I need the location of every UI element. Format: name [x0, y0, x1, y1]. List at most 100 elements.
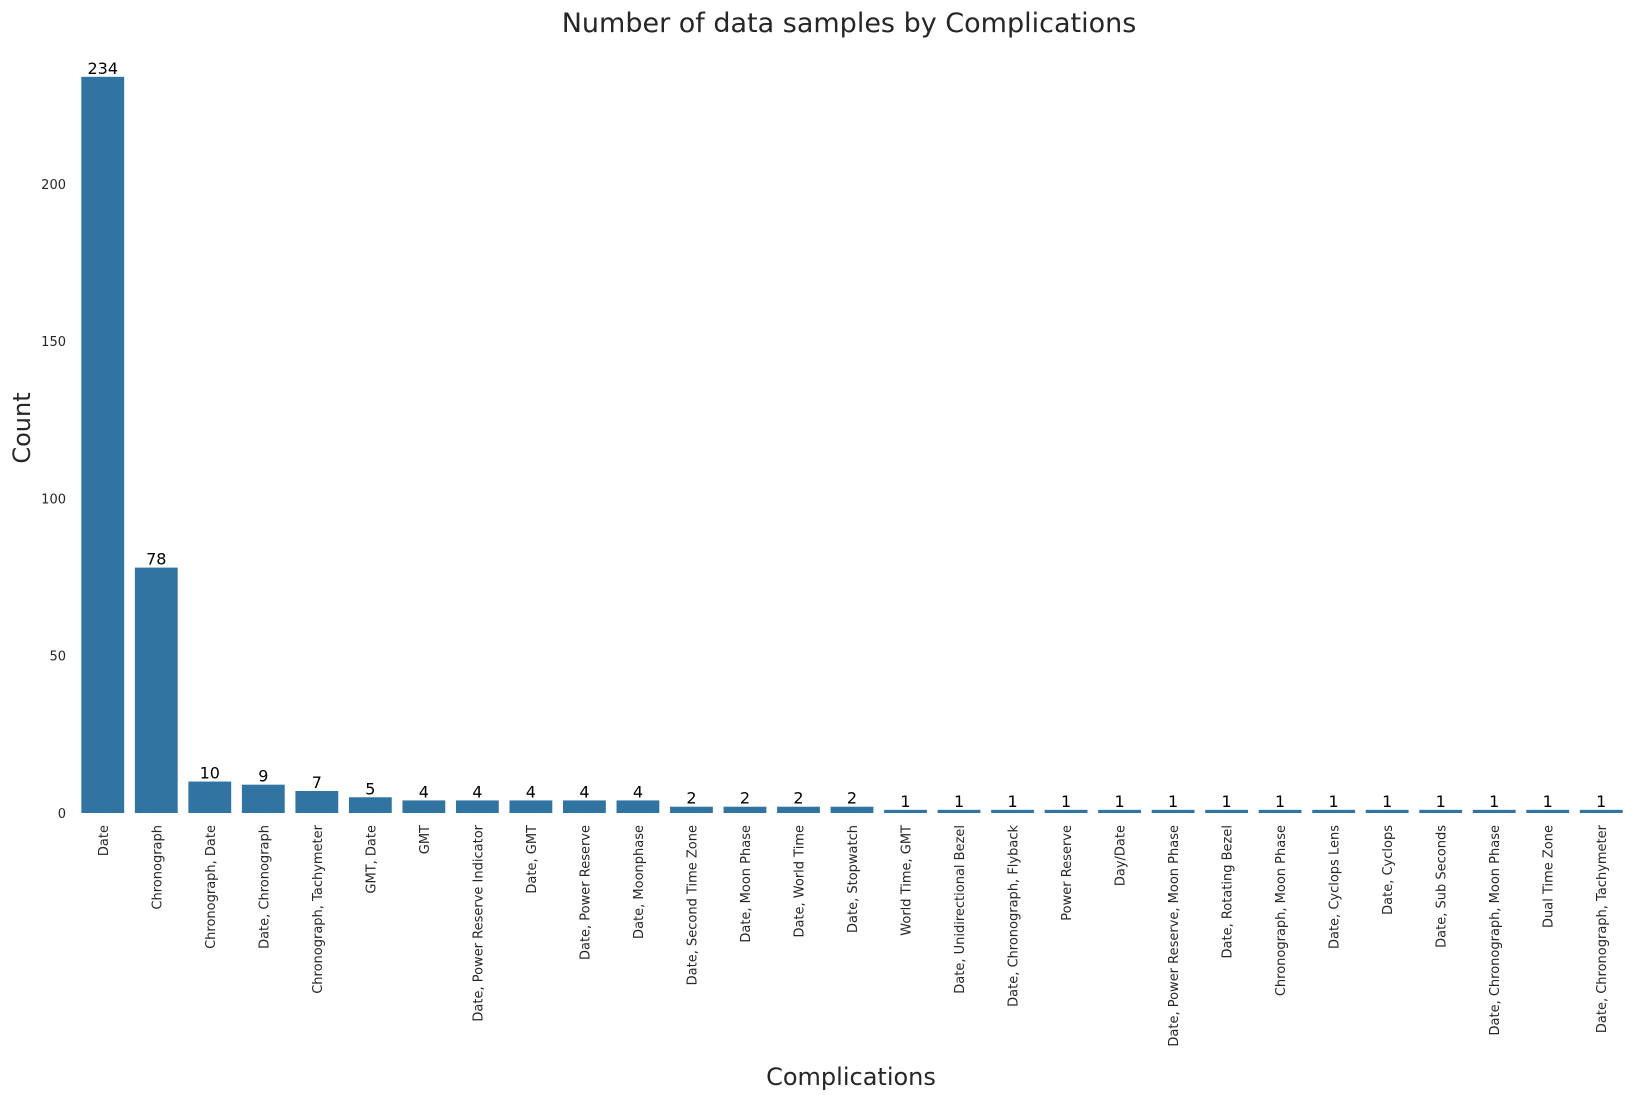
bar	[402, 800, 446, 813]
bar-data-label: 1	[1114, 792, 1124, 811]
bar	[1579, 809, 1623, 813]
y-tick-label: 200	[41, 178, 66, 193]
bar-data-label: 4	[472, 782, 482, 801]
x-tick-label: Chronograph, Date	[204, 825, 219, 949]
bar	[81, 76, 125, 814]
bar-data-label: 4	[526, 782, 536, 801]
bar-data-label: 2	[740, 789, 750, 808]
x-tick-label: Dual Time Zone	[1542, 825, 1557, 928]
bar-data-label: 1	[1222, 792, 1232, 811]
bar	[884, 809, 927, 813]
x-tick-label: Power Reserve	[1060, 825, 1075, 921]
bar-data-label: 1	[1329, 792, 1339, 811]
x-tick-label: Date, Moon Phase	[739, 825, 754, 943]
bar-data-label: 2	[847, 789, 857, 808]
bar-data-label: 1	[1061, 792, 1071, 811]
bar	[670, 806, 713, 813]
bar-data-label: 1	[1007, 792, 1017, 811]
bar-data-label: 10	[200, 764, 220, 783]
x-tick-label: Date, World Time	[792, 825, 807, 938]
bar-data-label: 1	[900, 792, 910, 811]
y-tick-label: 50	[49, 650, 66, 665]
bar	[563, 800, 606, 813]
bar-data-label: 2	[793, 789, 803, 808]
bar	[509, 800, 553, 813]
x-tick-label: World Time, GMT	[900, 825, 915, 936]
y-tick-label: 150	[41, 335, 66, 350]
bar	[616, 800, 660, 813]
y-axis-ticks: 0 50 100 150 200	[41, 178, 66, 822]
x-axis-ticks: Date Chronograph Chronograph, Date Date, Ch…	[97, 824, 1610, 1046]
bar	[937, 809, 981, 813]
bar	[1098, 809, 1141, 813]
bar	[723, 806, 767, 813]
x-tick-label: GMT	[418, 825, 433, 854]
bar-data-label: 4	[419, 782, 429, 801]
bar	[1205, 809, 1249, 813]
bar-data-label: 4	[633, 782, 643, 801]
bar-data-label: 1	[1382, 792, 1392, 811]
bar	[295, 790, 339, 813]
x-tick-label: Date, Cyclops	[1381, 825, 1396, 915]
bar-data-label: 1	[1436, 792, 1446, 811]
x-tick-label: GMT, Date	[364, 825, 379, 894]
bar	[348, 797, 392, 813]
x-tick-label: Date, Chronograph	[257, 825, 272, 949]
x-tick-label: Date, Chronograph, Tachymeter	[1595, 824, 1610, 1033]
bar	[777, 806, 820, 813]
bar-data-label: 2	[686, 789, 696, 808]
bar	[1526, 809, 1570, 813]
y-tick-label: 100	[41, 492, 66, 507]
bar	[1258, 809, 1302, 813]
x-tick-label: Date, Sub Seconds	[1435, 825, 1450, 948]
x-tick-label: Date, Stopwatch	[846, 825, 861, 933]
x-tick-label: Day/Date	[1114, 825, 1129, 886]
bar-data-label: 1	[1543, 792, 1553, 811]
data-labels-layer: 234 78 10 9 7 5 4 4 4 4 4 2 2 2 2 1 1 1 1 1 1 1 1 1 1 1 1 1 1	[87, 59, 1606, 811]
x-tick-label: Chronograph, Moon Phase	[1274, 825, 1289, 996]
bar-data-label: 9	[258, 767, 268, 786]
x-tick-label: Date, Power Reserve Indicator	[471, 824, 486, 1021]
bar-data-label: 1	[1275, 792, 1285, 811]
bar-data-label: 1	[1596, 792, 1606, 811]
bar-data-label: 5	[365, 779, 375, 798]
y-tick-label: 0	[58, 807, 66, 822]
x-axis-label: Complications	[766, 1063, 936, 1091]
bar-data-label: 1	[1489, 792, 1499, 811]
bars-layer	[81, 76, 1623, 814]
x-tick-label: Date, Chronograph, Moon Phase	[1488, 825, 1503, 1036]
bar	[1151, 809, 1195, 813]
x-tick-label: Date	[97, 825, 112, 856]
bar	[188, 781, 232, 813]
x-tick-label: Date, Unidirectional Bezel	[953, 825, 968, 994]
bar	[1419, 809, 1463, 813]
bar-data-label: 78	[146, 550, 166, 569]
x-tick-label: Date, Power Reserve	[578, 825, 593, 960]
bar	[991, 809, 1034, 813]
bar	[134, 567, 178, 813]
x-tick-label: Date, Power Reserve, Moon Phase	[1167, 825, 1182, 1047]
x-tick-label: Date, Second Time Zone	[685, 825, 700, 985]
chart-title: Number of data samples by Complications	[562, 8, 1137, 39]
bar-data-label: 4	[579, 782, 589, 801]
bar	[1365, 809, 1409, 813]
bar	[455, 800, 499, 813]
bar	[1044, 809, 1088, 813]
x-tick-label: Chronograph	[150, 825, 165, 910]
x-tick-label: Date, Cyclops Lens	[1328, 825, 1343, 949]
y-axis-label: Count	[8, 392, 36, 463]
bar	[1472, 809, 1516, 813]
bar	[241, 784, 285, 813]
x-tick-label: Date, Moonphase	[632, 825, 647, 939]
bar-data-label: 1	[1168, 792, 1178, 811]
bar-data-label: 7	[312, 773, 322, 792]
bar-data-label: 234	[87, 59, 118, 78]
bar-data-label: 1	[954, 792, 964, 811]
x-tick-label: Date, Rotating Bezel	[1221, 825, 1236, 959]
x-tick-label: Date, GMT	[525, 825, 540, 894]
x-tick-label: Date, Chronograph, Flyback	[1007, 825, 1022, 1007]
x-tick-label: Chronograph, Tachymeter	[311, 824, 326, 993]
bar	[830, 806, 874, 813]
